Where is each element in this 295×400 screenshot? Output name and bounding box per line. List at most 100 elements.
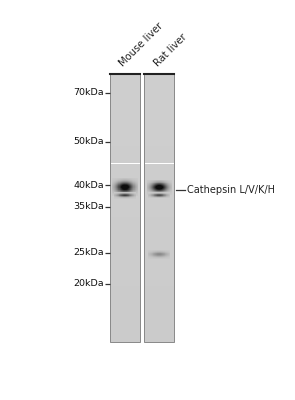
Bar <box>170 183 171 184</box>
Bar <box>120 195 121 196</box>
Bar <box>144 240 174 242</box>
Bar <box>144 85 174 88</box>
Bar <box>114 187 115 188</box>
Bar <box>133 193 134 194</box>
Bar <box>144 230 174 233</box>
Bar <box>137 190 138 191</box>
Bar <box>124 185 125 186</box>
Bar <box>148 186 149 187</box>
Bar <box>163 186 164 187</box>
Bar <box>110 76 140 79</box>
Bar <box>118 195 119 196</box>
Bar <box>155 192 156 193</box>
Bar <box>115 180 116 181</box>
Bar <box>124 182 125 183</box>
Bar <box>167 182 168 183</box>
Bar <box>144 161 174 164</box>
Bar <box>150 182 151 183</box>
Bar <box>113 187 114 188</box>
Bar <box>159 193 160 194</box>
Bar <box>128 179 129 180</box>
Bar <box>144 184 174 186</box>
Bar <box>135 183 136 184</box>
Bar <box>158 180 159 181</box>
Bar <box>110 235 140 237</box>
Bar <box>161 183 162 184</box>
Bar <box>116 188 117 189</box>
Bar <box>110 134 140 137</box>
Bar <box>170 189 171 190</box>
Bar <box>114 189 115 190</box>
Bar <box>163 182 164 183</box>
Bar <box>166 191 167 192</box>
Bar <box>164 185 165 186</box>
Bar <box>157 192 158 193</box>
Bar <box>130 188 131 189</box>
Bar <box>170 184 171 185</box>
Bar <box>144 246 174 248</box>
Bar <box>144 126 174 128</box>
Bar <box>117 187 118 188</box>
Bar <box>171 192 172 193</box>
Bar <box>135 190 136 191</box>
Bar <box>137 195 138 196</box>
Bar <box>127 194 128 195</box>
Bar <box>156 190 157 191</box>
Bar <box>149 187 150 188</box>
Bar <box>144 213 174 215</box>
Bar <box>163 193 164 194</box>
Bar <box>113 193 114 194</box>
Bar <box>112 178 113 179</box>
Bar <box>126 184 127 185</box>
Bar <box>126 195 127 196</box>
Bar <box>120 190 121 191</box>
Bar <box>147 186 148 187</box>
Bar <box>110 240 140 242</box>
Bar <box>110 206 140 208</box>
Bar <box>148 181 149 182</box>
Bar <box>164 188 165 189</box>
Bar <box>144 83 174 85</box>
Bar <box>168 181 169 182</box>
Bar <box>119 193 120 194</box>
Bar <box>114 195 115 196</box>
Bar <box>110 340 140 342</box>
Bar <box>151 180 152 181</box>
Bar <box>144 215 174 217</box>
Bar <box>170 186 171 187</box>
Bar <box>123 179 124 180</box>
Bar <box>168 185 169 186</box>
Bar <box>121 182 122 183</box>
Bar <box>150 185 151 186</box>
Bar <box>130 183 131 184</box>
Bar <box>127 191 128 192</box>
Bar <box>144 340 174 342</box>
Bar <box>117 182 118 183</box>
Bar <box>144 224 174 226</box>
Bar <box>129 193 130 194</box>
Bar <box>166 193 167 194</box>
Bar <box>123 183 124 184</box>
Bar <box>110 260 140 262</box>
Bar <box>136 188 137 189</box>
Bar <box>132 190 133 191</box>
Bar <box>164 190 165 191</box>
Bar <box>144 179 174 181</box>
Bar <box>132 188 133 189</box>
Bar <box>116 192 117 193</box>
Bar <box>110 224 140 226</box>
Bar <box>126 181 127 182</box>
Bar <box>135 191 136 192</box>
Text: 25kDa: 25kDa <box>74 248 104 257</box>
Bar <box>151 188 152 189</box>
Bar <box>136 179 137 180</box>
Bar <box>158 194 159 195</box>
Bar <box>170 185 171 186</box>
Bar <box>117 185 118 186</box>
Bar <box>171 185 172 186</box>
Bar <box>147 182 148 183</box>
Bar <box>163 194 164 195</box>
Bar <box>133 184 134 185</box>
Bar <box>136 181 137 182</box>
Bar <box>166 182 167 183</box>
